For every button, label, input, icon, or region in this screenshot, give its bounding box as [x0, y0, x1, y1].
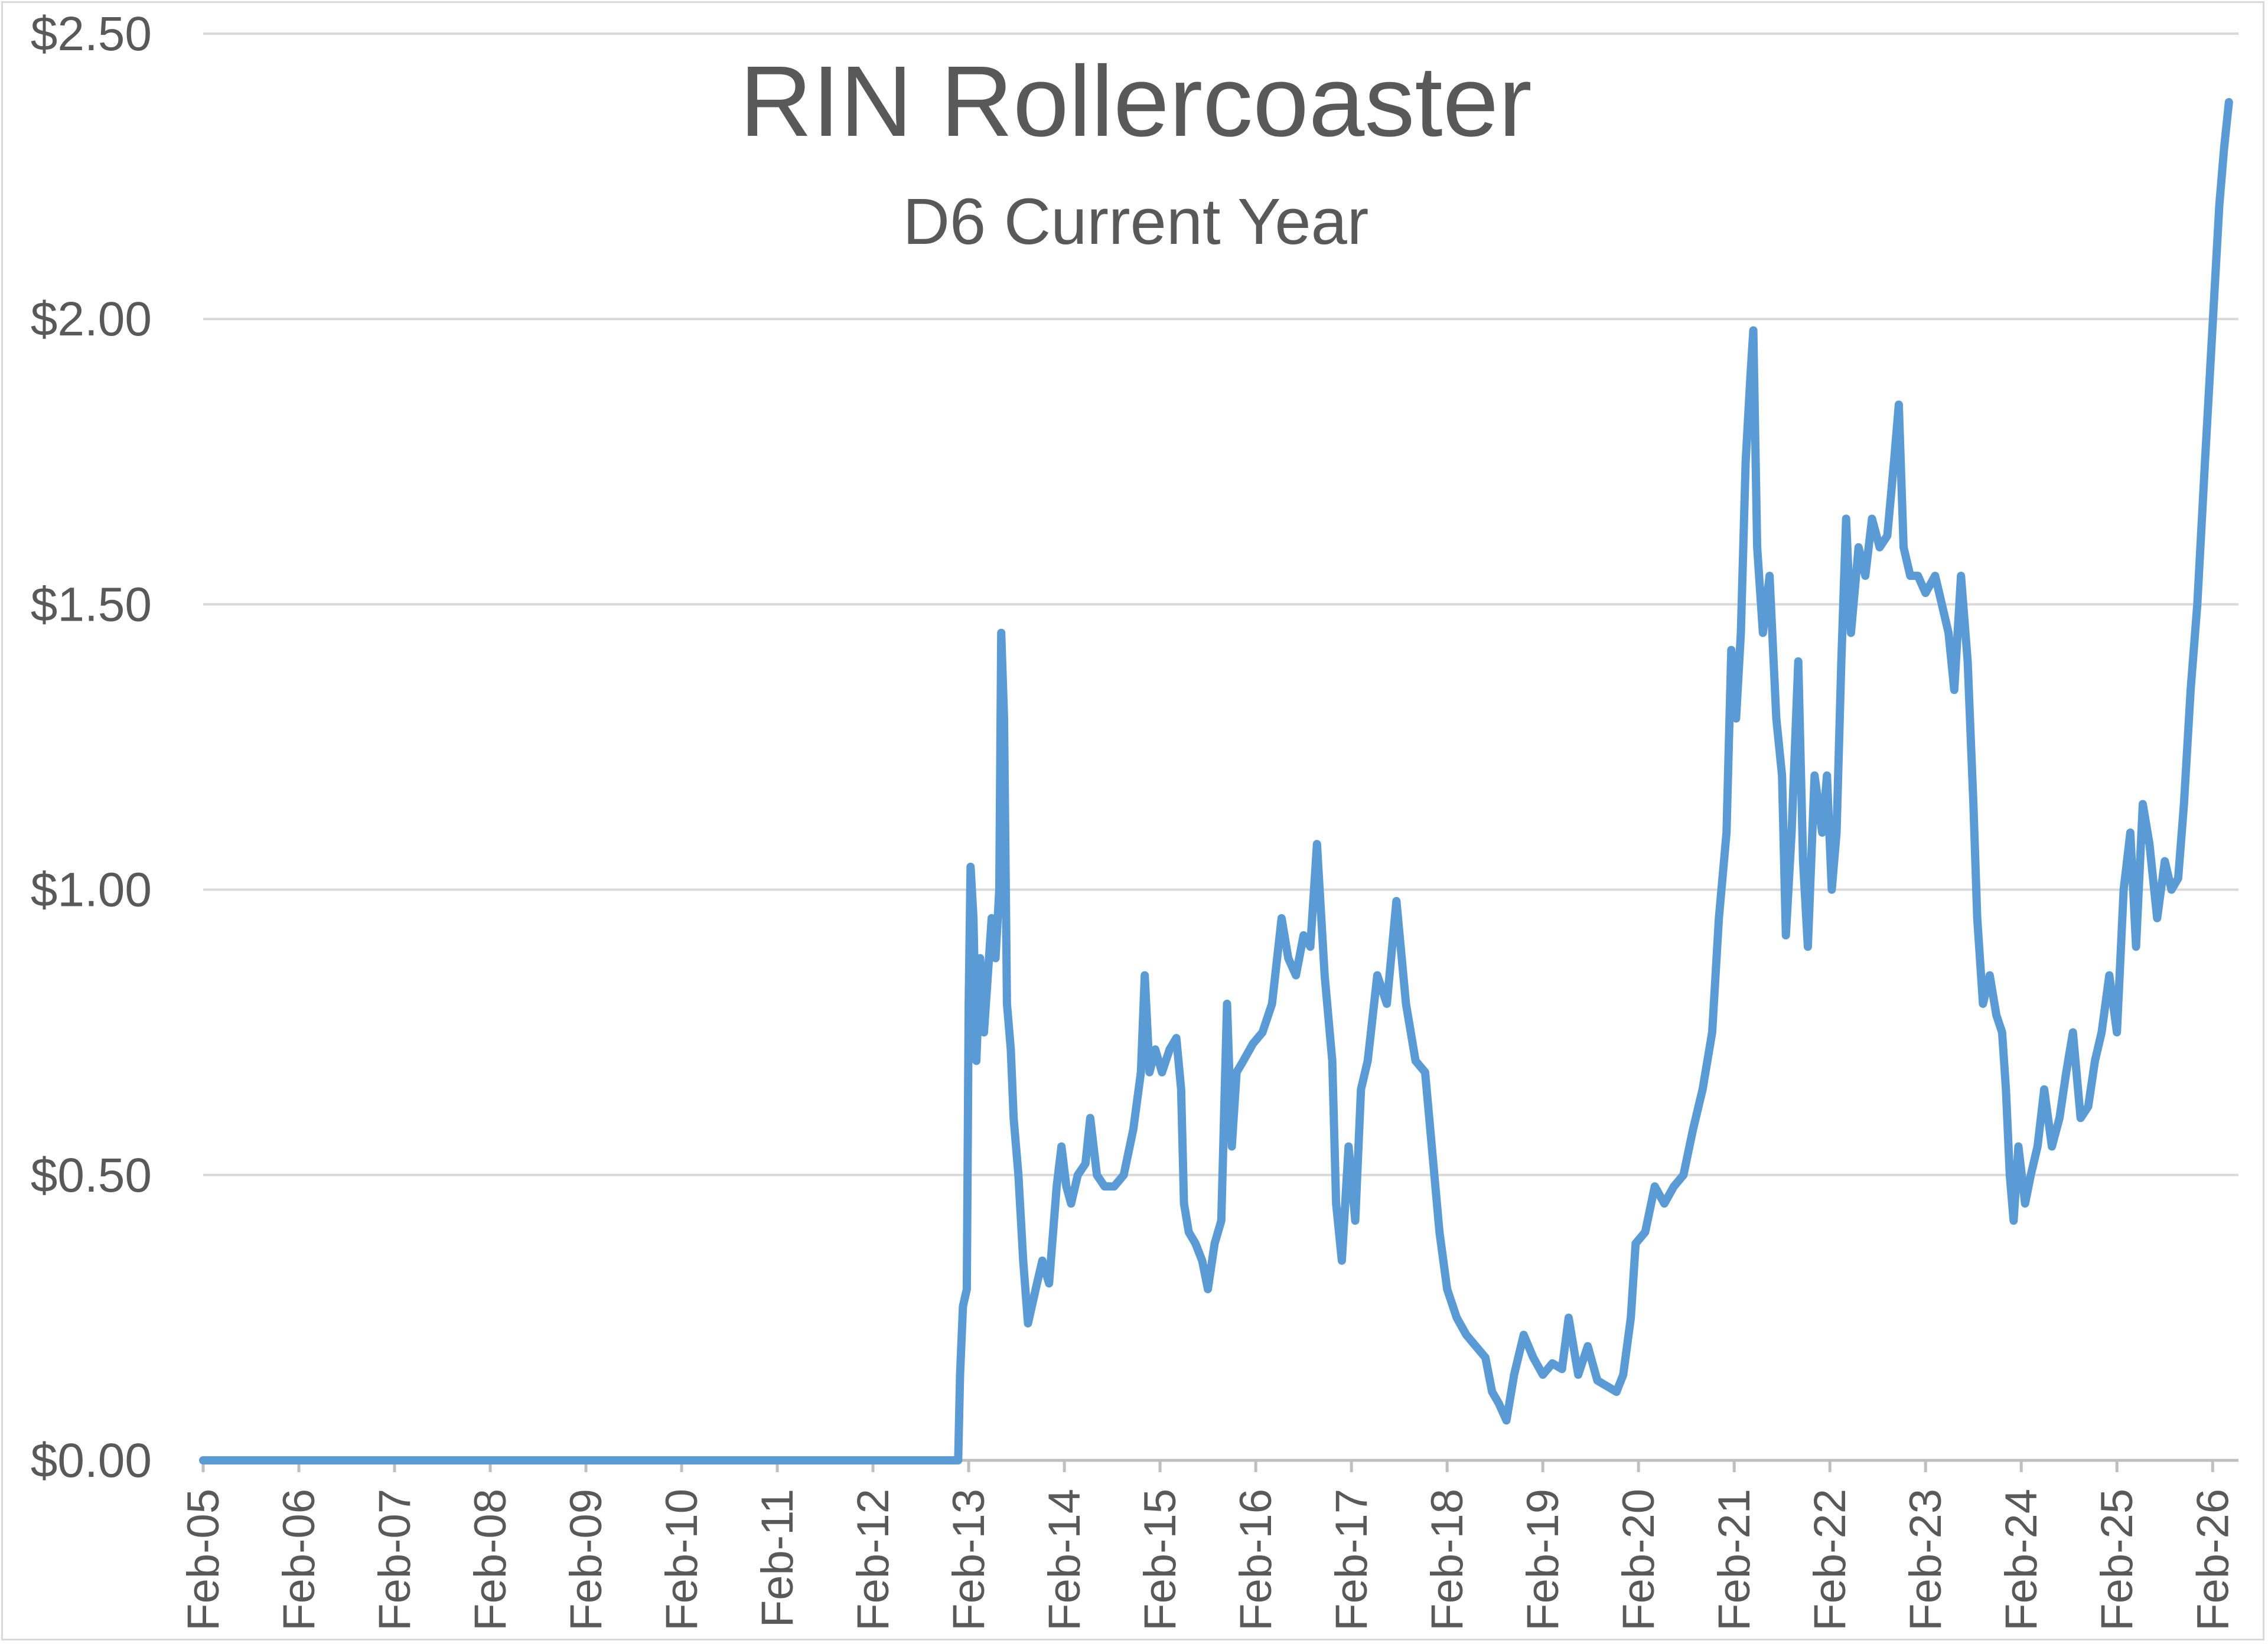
x-tick-label: Feb-18	[1422, 1489, 1472, 1631]
y-tick-label: $2.00	[31, 292, 152, 346]
x-tick-label: Feb-24	[1996, 1489, 2047, 1631]
x-tick-label: Feb-13	[944, 1489, 994, 1631]
x-axis-labels: Feb-05 Feb-06 Feb-07 Feb-08 Feb-09 Feb-10 Feb-…	[178, 1489, 2238, 1631]
y-tick-label: $0.50	[31, 1149, 152, 1202]
chart-svg: $0.00$0.50$1.00$1.50$2.00$2.50 Feb-05 Feb…	[31, 7, 2238, 1631]
x-tick-label: Feb-15	[1135, 1489, 1185, 1631]
x-tick-label: Feb-06	[274, 1489, 324, 1631]
x-tick-label: Feb-08	[465, 1489, 516, 1631]
x-tick-label: Feb-22	[1805, 1489, 1855, 1631]
x-tick-label: Feb-21	[1709, 1489, 1759, 1631]
gridlines	[203, 32, 2238, 1176]
chart-subtitle: D6 Current Year	[903, 185, 1369, 258]
series-layer	[199, 98, 2233, 1464]
x-tick-label: Feb-07	[370, 1489, 420, 1631]
x-tick-label: Feb-09	[561, 1489, 611, 1631]
y-tick-label: $1.00	[31, 863, 152, 917]
x-tick-label: Feb-10	[657, 1489, 707, 1631]
x-tick-label: Feb-26	[2188, 1489, 2238, 1631]
series-line	[199, 98, 2233, 1464]
x-tick-label: Feb-14	[1040, 1489, 1090, 1631]
x-tick-label: Feb-20	[1614, 1489, 1664, 1631]
chart-title: RIN Rollercoaster	[739, 45, 1532, 158]
x-tick-label: Feb-11	[752, 1489, 803, 1627]
x-tick-label: Feb-23	[1901, 1489, 1951, 1631]
x-tick-label: Feb-17	[1327, 1489, 1377, 1631]
x-tick-label: Feb-19	[1518, 1489, 1568, 1631]
y-tick-label: $0.00	[31, 1434, 152, 1488]
x-tick-label: Feb-05	[178, 1489, 229, 1631]
y-tick-label: $2.50	[31, 7, 152, 61]
x-tick-label: Feb-25	[2092, 1489, 2142, 1631]
x-tick-label: Feb-12	[848, 1489, 898, 1631]
y-tick-label: $1.50	[31, 578, 152, 631]
y-axis-labels: $0.00 $0.50 $1.00 $1.50 $2.00 $2.50	[31, 7, 152, 1488]
x-tick-label: Feb-16	[1231, 1489, 1281, 1631]
